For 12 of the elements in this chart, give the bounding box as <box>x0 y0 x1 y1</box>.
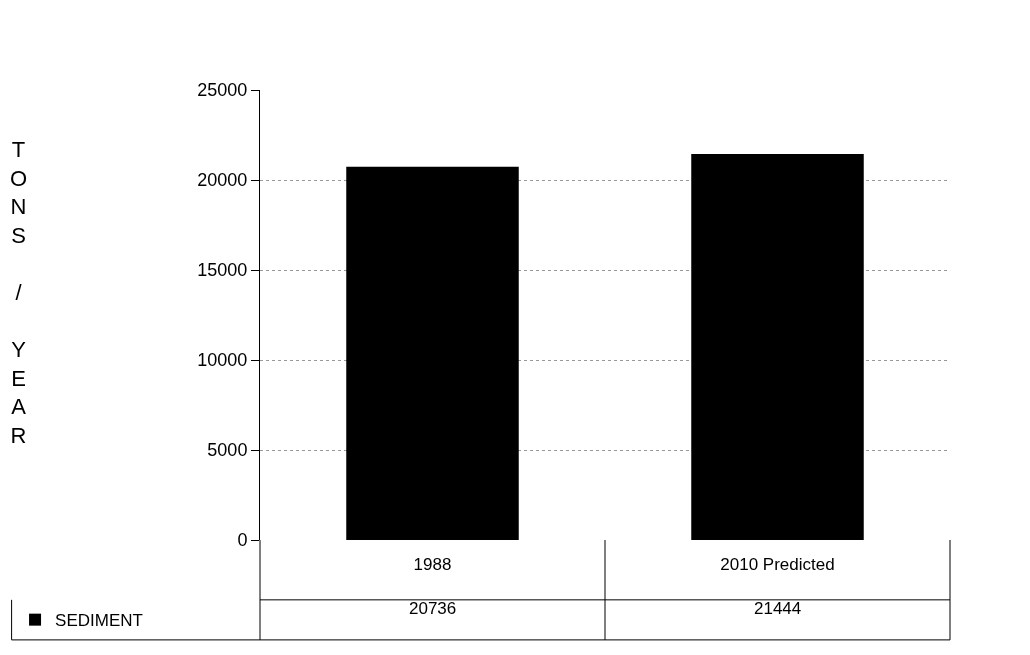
y-tick-label: 20000 <box>197 170 248 191</box>
y-tick-label: 5000 <box>207 440 248 461</box>
text: TONS / YEAR <box>10 137 28 448</box>
data-label: 20736 <box>409 599 457 618</box>
y-tick-label: 25000 <box>197 80 248 101</box>
y-tick-label: 15000 <box>197 260 248 281</box>
y-tick-label: 10000 <box>197 350 248 371</box>
x-tick-label: 2010 Predicted <box>720 555 835 574</box>
y-tick-label: 0 <box>237 530 248 551</box>
data-label: 21444 <box>754 599 802 618</box>
legend-label: SEDIMENT <box>55 611 143 631</box>
x-tick-label: 1988 <box>413 555 452 574</box>
